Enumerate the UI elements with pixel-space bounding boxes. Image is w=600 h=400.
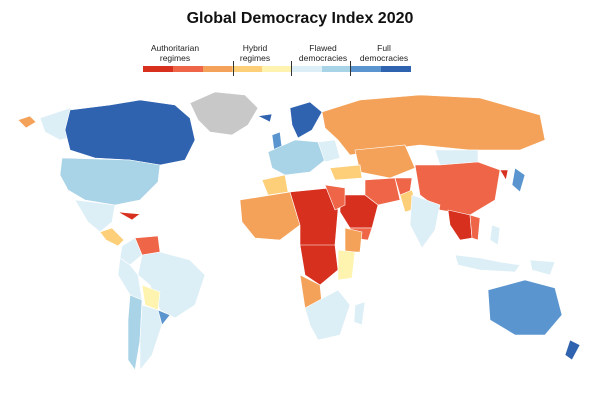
legend-swatch: [172, 66, 203, 72]
legend-label-authoritarian: Authoritarian regimes: [150, 43, 200, 63]
legend-swatch: [143, 66, 173, 72]
region-chile: [127, 294, 143, 371]
region-east-europe: [317, 139, 341, 163]
region-egypt: [324, 184, 346, 211]
region-png: [529, 259, 556, 276]
region-central-america: [99, 227, 125, 247]
region-madagascar: [353, 301, 366, 326]
legend-swatch: [262, 66, 292, 72]
region-morocco: [261, 174, 289, 196]
region-philippines: [489, 224, 501, 246]
region-north-korea: [499, 169, 509, 181]
legend-swatch: [321, 66, 352, 72]
region-west-europe: [267, 139, 326, 176]
region-vietnam: [469, 214, 481, 241]
region-southeast-asia: [447, 209, 473, 241]
region-alaska-west: [17, 115, 37, 129]
legend-swatch: [291, 66, 322, 72]
region-argentina: [139, 304, 163, 371]
region-horn: [344, 227, 363, 253]
region-east-africa: [337, 249, 356, 281]
legend-swatch: [232, 66, 263, 72]
legend-label-full: Full democracies: [359, 43, 409, 63]
region-mexico: [74, 199, 116, 233]
region-brazil: [137, 251, 206, 319]
region-turkey: [329, 164, 363, 181]
map-title: Global Democracy Index 2020: [186, 10, 414, 27]
region-scandinavia: [289, 101, 323, 139]
world-map: [17, 91, 581, 371]
legend-label-hybrid: Hybrid regimes: [239, 43, 271, 63]
region-uruguay: [157, 309, 171, 326]
region-iran: [364, 177, 401, 206]
legend-color-bar: [143, 66, 412, 72]
region-canada: [64, 99, 196, 166]
legend-swatch: [202, 66, 233, 72]
region-southern-africa: [304, 289, 351, 341]
region-indonesia: [454, 254, 521, 273]
region-colombia: [119, 237, 143, 266]
region-greenland: [189, 91, 259, 136]
legend-divider: [233, 61, 234, 76]
legend-divider: [291, 61, 292, 76]
region-usa: [59, 157, 161, 206]
region-central-africa: [299, 244, 339, 286]
region-west-africa: [239, 191, 301, 241]
region-australia: [487, 279, 563, 336]
legend-swatch: [381, 66, 412, 72]
region-cuba: [117, 211, 141, 221]
region-japan: [511, 167, 526, 193]
region-iceland: [257, 113, 273, 123]
region-new-zealand: [564, 339, 581, 361]
region-india: [409, 194, 441, 249]
legend-label-flawed: Flawed democracies: [298, 43, 348, 63]
region-kazakhstan: [354, 144, 416, 179]
region-russia: [321, 94, 546, 156]
legend-divider: [350, 61, 351, 76]
legend-swatch: [351, 66, 382, 72]
